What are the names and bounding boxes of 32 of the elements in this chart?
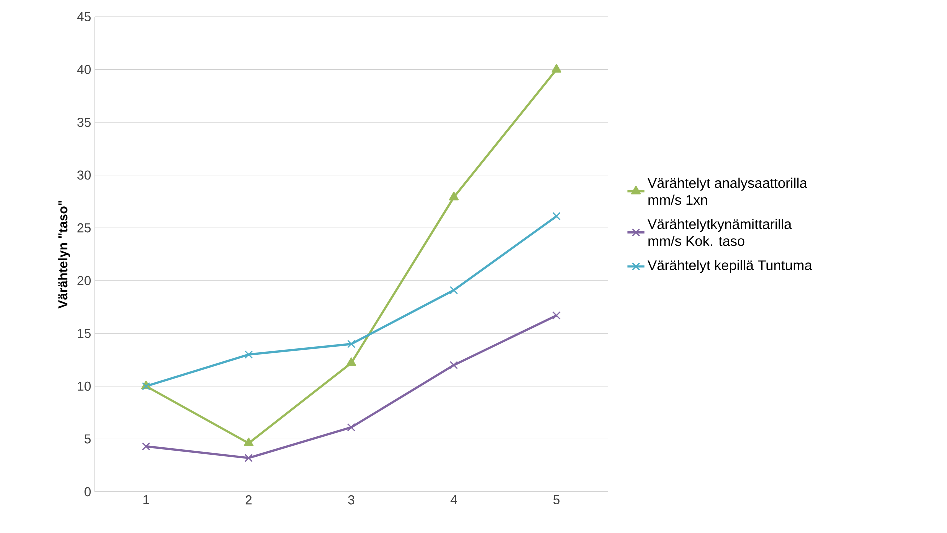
y-tick-label: 20 bbox=[78, 276, 91, 286]
y-tick-label: 45 bbox=[77, 12, 91, 22]
point bbox=[244, 454, 254, 462]
legend-label: Värähtelytkynämittarilla mm/s Kok. taso bbox=[648, 219, 792, 246]
y-axis-title: Värähtelyn "taso" bbox=[58, 201, 70, 309]
point bbox=[347, 423, 356, 432]
y-tick-label: 5 bbox=[84, 434, 91, 444]
point bbox=[450, 361, 458, 370]
point bbox=[449, 192, 460, 201]
y-tick-label: 25 bbox=[78, 224, 91, 233]
x-tick-label: 2 bbox=[246, 496, 252, 505]
point bbox=[552, 312, 561, 320]
point bbox=[552, 64, 562, 73]
x-tick-label: 5 bbox=[554, 496, 560, 505]
legend-label: Värähtelyt kepillä Tuntuma bbox=[648, 260, 812, 274]
point bbox=[552, 212, 561, 221]
y-tick-label: 15 bbox=[78, 329, 91, 338]
point bbox=[450, 286, 458, 295]
y-tick-label: 40 bbox=[77, 65, 91, 74]
y-tick-label: 10 bbox=[78, 382, 91, 392]
legend-label: Värähtelyt analysaattorilla mm/s 1xn bbox=[648, 178, 808, 206]
y-tick-label: 30 bbox=[78, 170, 91, 180]
point bbox=[346, 358, 356, 366]
x-tick-label: 3 bbox=[348, 496, 355, 505]
y-tick-label: 0 bbox=[84, 487, 91, 497]
x-tick-label: 4 bbox=[450, 496, 458, 504]
point bbox=[347, 340, 356, 348]
x-tick-label: 1 bbox=[144, 496, 150, 504]
point bbox=[244, 438, 254, 447]
point bbox=[142, 442, 150, 451]
point bbox=[244, 350, 254, 359]
y-tick-label: 35 bbox=[78, 118, 91, 128]
